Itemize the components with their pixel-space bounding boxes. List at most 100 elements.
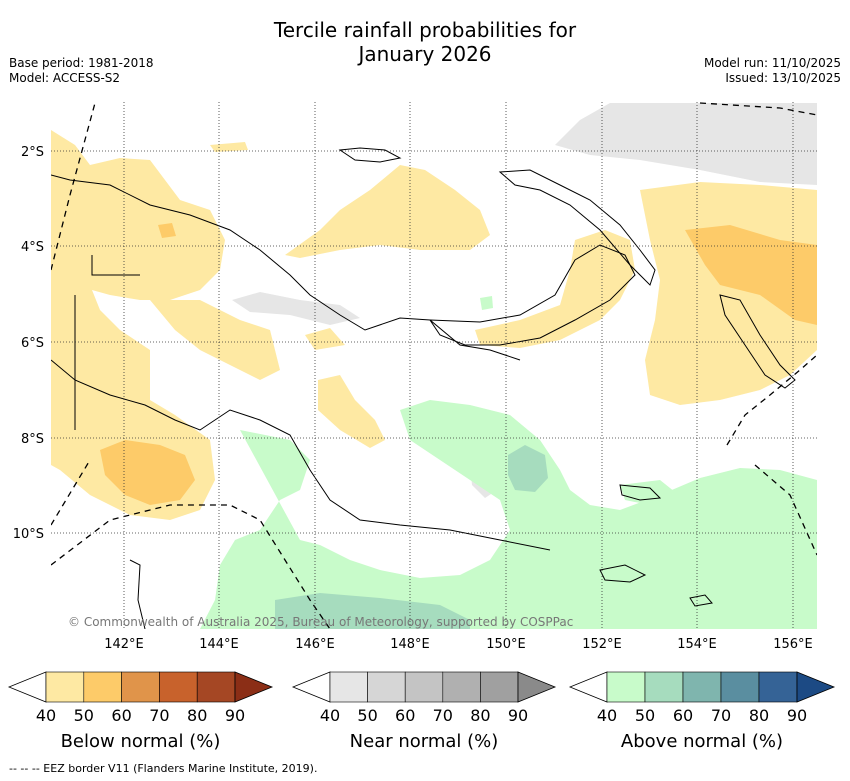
lon-label: 152°E [582, 637, 622, 652]
colorbar-tick: 60 [673, 706, 693, 725]
lon-label: 154°E [677, 637, 717, 652]
above-normal-region-dot [480, 296, 493, 310]
lat-label: 2°S [21, 145, 44, 160]
lat-label: 6°S [21, 336, 44, 351]
colorbar-tick: 50 [635, 706, 655, 725]
below-normal-50-west-small [158, 223, 176, 238]
lat-label: 10°S [13, 527, 44, 542]
colorbar-tick: 40 [320, 706, 340, 725]
island-cape-york [129, 559, 146, 629]
colorbar-swatch [442, 671, 481, 703]
below-normal-region-east [640, 182, 817, 405]
model-run: Model run: 11/10/2025 [703, 56, 841, 70]
issued-date: Issued: 13/10/2025 [725, 71, 841, 85]
above-normal-region-south [200, 400, 817, 629]
title-line-2: January 2026 [358, 42, 492, 66]
colorbar-extend-low [568, 671, 608, 703]
colorbar-tick: 40 [597, 706, 617, 725]
colorbar-swatch [720, 671, 760, 703]
colorbar-swatch [329, 671, 368, 703]
map-title: Tercile rainfall probabilities for Janua… [0, 18, 850, 66]
below-normal-region-papuan-peninsula [318, 375, 385, 448]
colorbar-swatch [480, 671, 519, 703]
colorbar-tick: 80 [749, 706, 769, 725]
below-normal-region-north-strip [285, 165, 490, 258]
below-normal-region-small [210, 142, 248, 152]
lon-label: 146°E [295, 637, 335, 652]
lat-axis: 2°S 4°S 6°S 8°S 10°S [13, 145, 44, 542]
colorbar-tick: 50 [357, 706, 377, 725]
colorbar-tick: 90 [787, 706, 807, 725]
lon-label: 148°E [390, 637, 430, 652]
model-name: Model: ACCESS-S2 [9, 71, 121, 85]
title-line-1: Tercile rainfall probabilities for [273, 18, 577, 42]
below-normal-region-highlands [150, 300, 280, 380]
above-normal-50-east [508, 445, 548, 492]
colorbar-swatch [121, 671, 160, 703]
lon-label: 142°E [104, 637, 144, 652]
colorbar-tick: 60 [111, 706, 131, 725]
near-normal-region-ne [555, 103, 817, 185]
base-period: Base period: 1981-2018 [9, 56, 154, 70]
colorbar-tick: 70 [149, 706, 169, 725]
map-area: © Commonwealth of Australia 2025, Bureau… [51, 102, 817, 629]
island-south-east [689, 594, 713, 607]
below-normal-region-new-britain [475, 230, 635, 348]
colorbar-extend-high [796, 671, 836, 703]
colorbar-tick: 70 [711, 706, 731, 725]
colorbar-label: Above normal (%) [621, 731, 783, 752]
colorbar-swatch [758, 671, 798, 703]
colorbar-swatch [682, 671, 722, 703]
colorbar-extend-high [234, 671, 274, 703]
lon-label: 150°E [486, 637, 526, 652]
colorbar-label: Near normal (%) [350, 731, 499, 752]
lon-label: 156°E [773, 637, 813, 652]
colorbar-tick: 50 [74, 706, 94, 725]
colorbar-swatch [159, 671, 198, 703]
bougainville-coast [719, 294, 796, 389]
colorbar-tick: 90 [225, 706, 245, 725]
colorbar-swatch [606, 671, 646, 703]
below-normal-50-east [685, 225, 817, 325]
island-north [338, 147, 402, 163]
colorbar-extend-low [7, 671, 47, 703]
lon-axis: 142°E 144°E 146°E 148°E 150°E 152°E 154°… [104, 637, 813, 652]
credit-text: © Commonwealth of Australia 2025, Bureau… [68, 615, 573, 629]
eez-footnote: -- -- -- EEZ border V11 (Flanders Marine… [9, 762, 318, 775]
gridlines [51, 102, 817, 629]
new-guinea-coast-south [51, 359, 551, 551]
island-solomon [619, 484, 662, 501]
colorbar-tick: 90 [508, 706, 528, 725]
colorbar-tick: 40 [36, 706, 56, 725]
lat-label: 4°S [21, 240, 44, 255]
border-line [74, 255, 140, 430]
colorbar-tick: 60 [395, 706, 415, 725]
lon-label: 144°E [199, 637, 239, 652]
coastlines [51, 147, 796, 629]
meta-right: Model run: 11/10/2025 Issued: 13/10/2025 [704, 56, 841, 86]
eez-borders [51, 102, 817, 629]
colorbar-tick: 70 [433, 706, 453, 725]
new-guinea-coast-north [51, 174, 521, 361]
colorbar-swatch [196, 671, 236, 703]
colorbar-swatch [45, 671, 85, 703]
new-britain-coast [429, 244, 636, 346]
colorbar-swatch [83, 671, 122, 703]
colorbar-swatch [404, 671, 444, 703]
colorbar-swatch [644, 671, 684, 703]
colorbar-1: 40 50 60 70 80 90 Near normal (%) [291, 671, 557, 752]
colorbar-tick: 80 [470, 706, 490, 725]
colorbar-extend-high [517, 671, 557, 703]
lat-label: 8°S [21, 432, 44, 447]
colorbar-label: Below normal (%) [61, 731, 221, 752]
colorbar-extend-low [291, 671, 331, 703]
above-normal-50-south [275, 593, 470, 629]
meta-left: Base period: 1981-2018 Model: ACCESS-S2 [9, 56, 154, 86]
new-ireland-coast [498, 169, 656, 286]
colorbar-tick: 80 [187, 706, 207, 725]
island-east-group [599, 564, 647, 583]
